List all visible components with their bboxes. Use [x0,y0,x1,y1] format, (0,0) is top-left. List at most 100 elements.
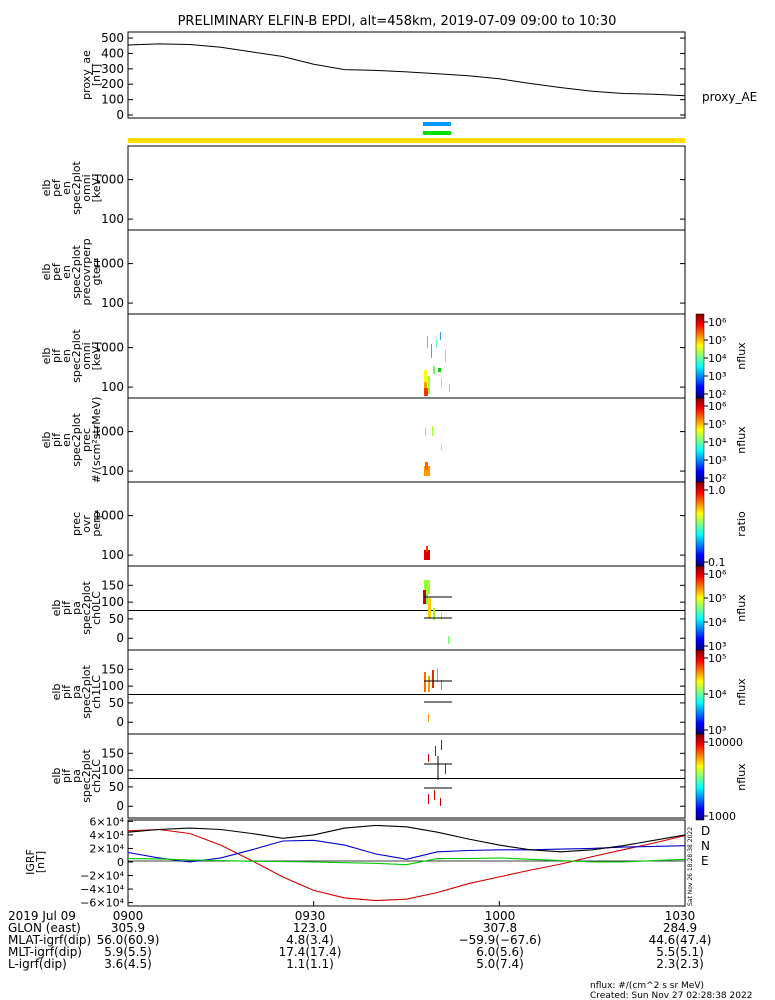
spectrogram-panels: 1000100elbpefenspec2plotomni[keV]1000100… [40,145,686,819]
spectrogram-pixel [425,428,426,436]
ephemeris-value: 1.1(1.1) [286,957,334,971]
colorbar-label: nflux [735,763,748,791]
colorbar-strip [695,733,705,821]
ylabel-line: elb [40,432,53,449]
ytick-label: 4×10⁴ [89,829,124,842]
colorbar-strip [695,649,705,735]
ytick-label: 2×10⁴ [89,842,124,855]
ephemeris-value: −59.9(−67.6) [459,933,542,947]
ytick-label: 0 [116,631,124,645]
colorbar-tick-label: 10⁶ [708,568,727,581]
ylabel-line: spec2plot [80,749,93,803]
ylabel-line: omni [80,342,93,369]
spectrogram-pixel [437,668,438,682]
ytick-label: 1000 [93,509,124,523]
ytick-label: 300 [101,62,124,76]
ylabel-line: pef [50,178,63,197]
ytick-label: 150 [101,578,124,592]
ephemeris-label: GLON (east) [8,921,81,935]
spectrogram-pixel [424,550,430,560]
yaxis-label: proxy_ae[nT] [80,50,103,100]
spectrogram-pixel [441,740,442,750]
colorbar-label: ratio [735,511,748,537]
marker-green [423,131,451,135]
ephemeris-value: 6.0(5.6) [476,945,524,959]
ylabel-line: proxy_ae [80,50,93,100]
ephemeris-value: 284.9 [663,921,697,935]
spectrogram-pixel [441,378,442,388]
colorbar-strip [695,565,705,651]
ylabel-line: elb [40,180,53,197]
ylabel-line: ch0LC [90,591,103,625]
ephemeris-value: 44.6(47.4) [649,933,712,947]
spectrogram-pixel [440,332,441,340]
colorbar-strip [695,397,705,483]
footer-created: Created: Sun Nov 27 02:28:38 2022 [590,991,752,1000]
ylabel-lines: proxy_ae[nT] [80,50,103,100]
spectrogram-pixel [425,462,428,470]
ylabel-line: en [60,181,73,195]
ephemeris-value: 123.0 [293,921,327,935]
ylabel-line: [keV] [90,174,103,203]
ephemeris-value: 4.8(3.4) [286,933,334,947]
ephemeris-value: 307.8 [483,921,517,935]
colorbar-label: nflux [735,342,748,370]
spectrogram-pixel [431,344,432,358]
colorbar-tick-label: 1000 [708,810,736,823]
colorbar-tick-label: 10² [708,388,726,401]
panel-frame [127,397,686,483]
spectrogram-pixel [434,790,435,800]
series-line-total [127,824,686,853]
ylabel-line: omni [80,174,93,201]
ylabel-line: pa [70,601,83,615]
ytick-label: 400 [101,46,124,60]
ytick-label: 100 [101,380,124,394]
spectrogram-pixel [428,754,429,762]
colorbar-pa_ch2LC: 10000 1000 nflux [695,733,748,823]
status-bar [128,138,685,143]
colorbar-strip [695,481,705,567]
ylabel-line: prec [80,428,93,452]
colorbar-tick-label: 10² [708,472,726,485]
ephemeris-label: MLAT-igrf(dip) [8,933,91,947]
legend-e: E [701,854,709,868]
chart-title: PRELIMINARY ELFIN-B EPDI, alt=458km, 201… [178,14,617,29]
ephemeris-label: L-igrf(dip) [8,957,67,971]
panel-frame [127,649,686,735]
spectrogram-pixel [427,336,428,348]
ytick-label: 1000 [93,425,124,439]
spectrogram-pixel [435,746,436,756]
ytick-label: 100 [101,763,124,777]
spectrogram-pixel [433,608,435,620]
colorbar-tick-label: 10⁶ [708,400,727,413]
ytick-label: 100 [101,296,124,310]
ylabel-line: pa [70,685,83,699]
colorbar-label: nflux [735,594,748,622]
ylabel-lines: IGRF[nT] [24,849,47,875]
ylabel-line: en [60,349,73,363]
spectrogram-pixel [428,598,431,618]
spectrogram-pixel [424,580,430,594]
ytick-label: −4×10⁴ [80,883,124,896]
ytick-label: 200 [101,77,124,91]
ytick-label: 1000 [93,257,124,271]
ylabel-line: pef [50,262,63,281]
spectrogram-pixel [428,376,430,394]
ylabel-line: pif [60,684,73,699]
ytick-label: 100 [101,595,124,609]
colorbar-tick-label: 10³ [708,370,726,383]
ylabel-line: pif [50,348,63,363]
ylabel-line: pif [50,432,63,447]
ylabel-line: en [60,433,73,447]
ylabel-line: ch1LC [90,675,103,709]
panel-pif_prec: 1000100elbpifenspec2plotprec#/(scm²strMe… [40,397,686,484]
panel-frame [127,481,686,567]
ylabel-line: elb [50,684,63,701]
